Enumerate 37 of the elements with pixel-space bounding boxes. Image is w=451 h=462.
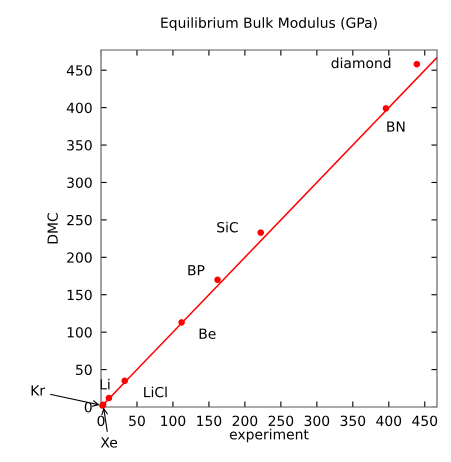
y-tick-label: 350 <box>67 140 92 151</box>
x-tick-label: 50 <box>129 416 145 426</box>
annotation: LiCl <box>144 386 167 398</box>
y-tick-label: 400 <box>66 102 92 114</box>
x-tick-label: 100 <box>161 416 186 426</box>
annotation: BP <box>188 265 204 276</box>
annotation: Be <box>200 328 216 339</box>
x-tick-label: 450 <box>412 416 438 426</box>
y-tick-label: 50 <box>76 364 92 376</box>
chart-title: Equilibrium Bulk Modulus (GPa) <box>161 17 377 31</box>
y-tick-label: 200 <box>67 252 92 263</box>
annotation: Xe <box>100 437 118 448</box>
y-tick-label: 250 <box>67 214 92 226</box>
y-tick-label: 450 <box>66 65 92 76</box>
x-axis-title: experiment <box>230 428 309 442</box>
point <box>121 378 128 384</box>
annotation: diamond <box>332 58 390 68</box>
annotation: Kr <box>32 385 46 396</box>
point <box>214 276 221 284</box>
x-tick-label: 400 <box>376 416 402 426</box>
point <box>178 319 185 326</box>
point <box>106 394 112 402</box>
x-tick-label: 200 <box>232 416 258 426</box>
x-tick-label: 0 <box>97 416 104 426</box>
x-tick-label: 250 <box>268 416 294 426</box>
y-axis-title: DMC <box>47 213 58 244</box>
x-tick-label: 150 <box>197 416 222 426</box>
annotation: SiC <box>217 222 238 232</box>
x-tick-label: 300 <box>304 416 330 426</box>
y-tick-label: 300 <box>67 177 92 188</box>
point <box>257 229 264 236</box>
annotation: BN <box>387 122 404 132</box>
point <box>382 105 390 112</box>
point <box>414 60 420 68</box>
y-tick-label: 150 <box>68 290 92 300</box>
y-tick-label: 100 <box>68 327 92 338</box>
x-tick-label: 350 <box>340 416 366 426</box>
